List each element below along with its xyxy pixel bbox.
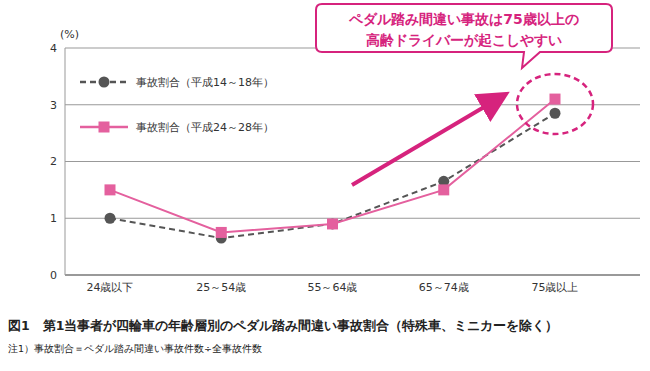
svg-text:事故割合（平成24～28年）: 事故割合（平成24～28年） <box>136 121 274 134</box>
svg-text:25～54歳: 25～54歳 <box>196 281 246 294</box>
svg-text:2: 2 <box>50 155 57 168</box>
svg-text:0: 0 <box>50 269 57 282</box>
svg-text:(%): (%) <box>60 28 79 41</box>
svg-text:1: 1 <box>50 212 57 225</box>
svg-text:図1 第1当事者が四輪車の年齢層別のペダル踏み間違い事故割合: 図1 第1当事者が四輪車の年齢層別のペダル踏み間違い事故割合（特殊車、ミニカーを… <box>8 318 558 333</box>
svg-text:4: 4 <box>50 42 57 55</box>
svg-text:注1）事故割合＝ペダル踏み間違い事故件数÷全事故件数: 注1）事故割合＝ペダル踏み間違い事故件数÷全事故件数 <box>8 343 262 354</box>
svg-text:3: 3 <box>50 99 57 112</box>
svg-text:高齢ドライバーが起こしやすい: 高齢ドライバーが起こしやすい <box>366 32 562 48</box>
svg-text:ペダル踏み間違い事故は75歳以上の: ペダル踏み間違い事故は75歳以上の <box>348 11 578 27</box>
svg-text:55～64歳: 55～64歳 <box>308 281 358 294</box>
svg-text:65～74歳: 65～74歳 <box>419 281 469 294</box>
svg-text:事故割合（平成14～18年）: 事故割合（平成14～18年） <box>136 76 274 89</box>
svg-text:75歳以上: 75歳以上 <box>532 281 579 294</box>
svg-text:24歳以下: 24歳以下 <box>87 281 134 294</box>
